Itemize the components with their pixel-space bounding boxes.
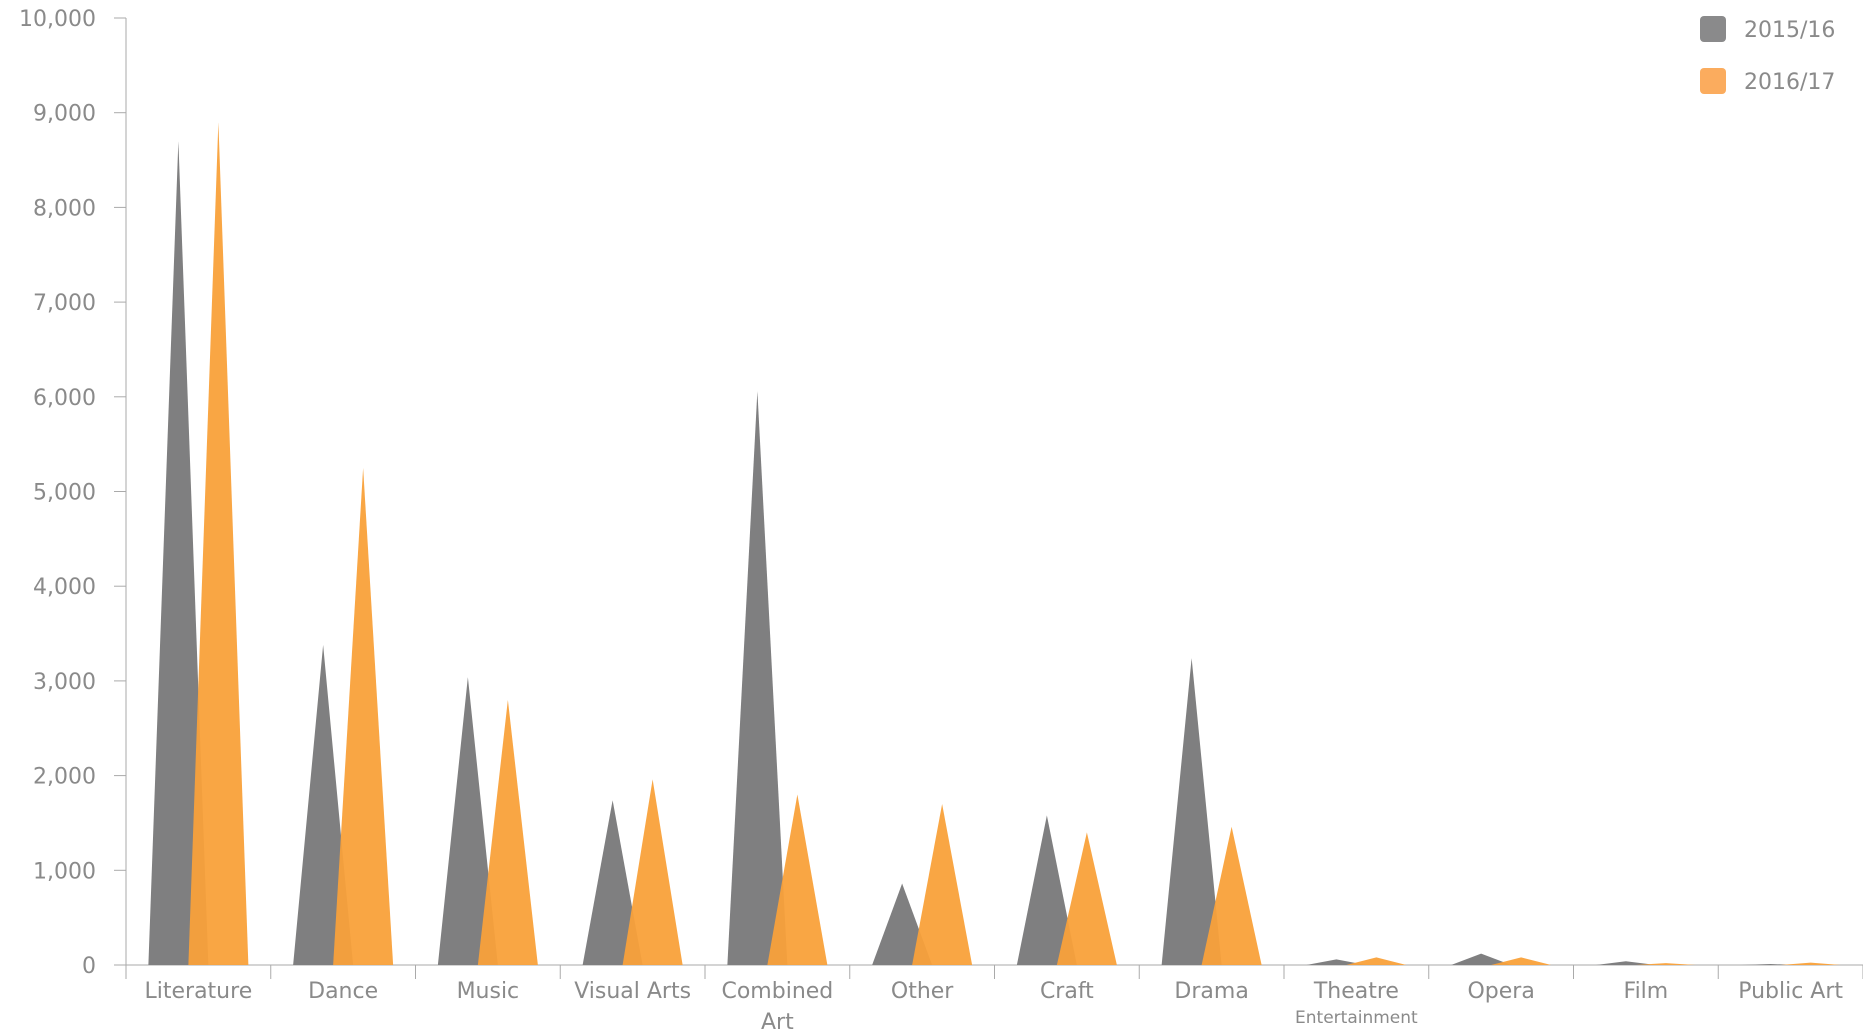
- spike-2016/17-public-art: [1780, 962, 1841, 965]
- y-tick-label: 1,000: [33, 859, 96, 884]
- series-2016/17: [188, 122, 1841, 966]
- spike-2016/17-dance: [333, 467, 394, 965]
- chart-marks: [148, 122, 1841, 966]
- spike-2016/17-other: [912, 804, 973, 965]
- y-tick-label: 5,000: [33, 481, 96, 506]
- x-axis: Literature Dance Music Visual Arts Combined A…: [125, 964, 1863, 1034]
- x-category-label: Music: [457, 979, 520, 1004]
- x-category-label: Film: [1624, 979, 1669, 1004]
- spike-2016/17-music: [477, 699, 538, 965]
- x-category-label: Opera: [1467, 979, 1534, 1004]
- spike-2015/16-craft: [1016, 815, 1077, 965]
- x-category-label: Other: [891, 979, 954, 1004]
- x-category-label: Literature: [145, 979, 253, 1004]
- spike-2016/17-film: [1635, 963, 1696, 965]
- y-tick-label: 9,000: [33, 102, 96, 127]
- spike-2016/17-craft: [1056, 832, 1117, 965]
- spike-2016/17-drama: [1201, 826, 1262, 965]
- spike-2016/17-visual-arts: [622, 779, 683, 965]
- x-category-label: Public Art: [1738, 979, 1843, 1004]
- legend-label: 2015/16: [1744, 18, 1835, 43]
- y-tick-label: 7,000: [33, 291, 96, 316]
- spike-2015/16-literature: [148, 141, 209, 966]
- spike-2015/16-opera: [1451, 953, 1512, 965]
- legend-swatch: [1700, 68, 1726, 94]
- spike-2016/17-theatre-entertainment: [1346, 957, 1407, 965]
- x-category-sublabel: Entertainment: [1295, 1008, 1418, 1028]
- y-axis: 0 1,000 2,000 3,000 4,000 5,000 6,000 7,000 8,00…: [19, 7, 127, 979]
- spike-2016/17-opera: [1491, 957, 1552, 965]
- y-tick-label: 6,000: [33, 386, 96, 411]
- legend: 2015/16 2016/17: [1700, 16, 1835, 95]
- y-tick-label: 2,000: [33, 765, 96, 790]
- x-category-label: Craft: [1040, 979, 1094, 1004]
- spike-2015/16-music: [437, 677, 498, 965]
- y-tick-label: 10,000: [19, 7, 96, 32]
- y-tick-label: 0: [82, 954, 96, 979]
- y-tick-label: 3,000: [33, 670, 96, 695]
- series-2015/16: [148, 141, 1801, 966]
- spike-2015/16-drama: [1161, 658, 1222, 965]
- x-category-label: Drama: [1174, 979, 1248, 1004]
- x-category-label: Theatre: [1313, 979, 1399, 1004]
- spike-2016/17-literature: [188, 122, 249, 966]
- y-tick-label: 8,000: [33, 196, 96, 221]
- spike-2015/16-film: [1595, 961, 1656, 965]
- legend-label: 2016/17: [1744, 70, 1835, 95]
- x-category-label: Combined: [721, 979, 833, 1004]
- spike-2015/16-combined-art: [727, 391, 788, 965]
- x-category-label: Dance: [308, 979, 378, 1004]
- x-category-label: Art: [761, 1010, 794, 1034]
- spike-2016/17-combined-art: [767, 794, 828, 965]
- x-category-label: Visual Arts: [574, 979, 691, 1004]
- spike-2015/16-visual-arts: [582, 800, 643, 965]
- legend-swatch: [1700, 16, 1726, 42]
- spike-2015/16-theatre-entertainment: [1306, 959, 1367, 965]
- y-tick-label: 4,000: [33, 575, 96, 600]
